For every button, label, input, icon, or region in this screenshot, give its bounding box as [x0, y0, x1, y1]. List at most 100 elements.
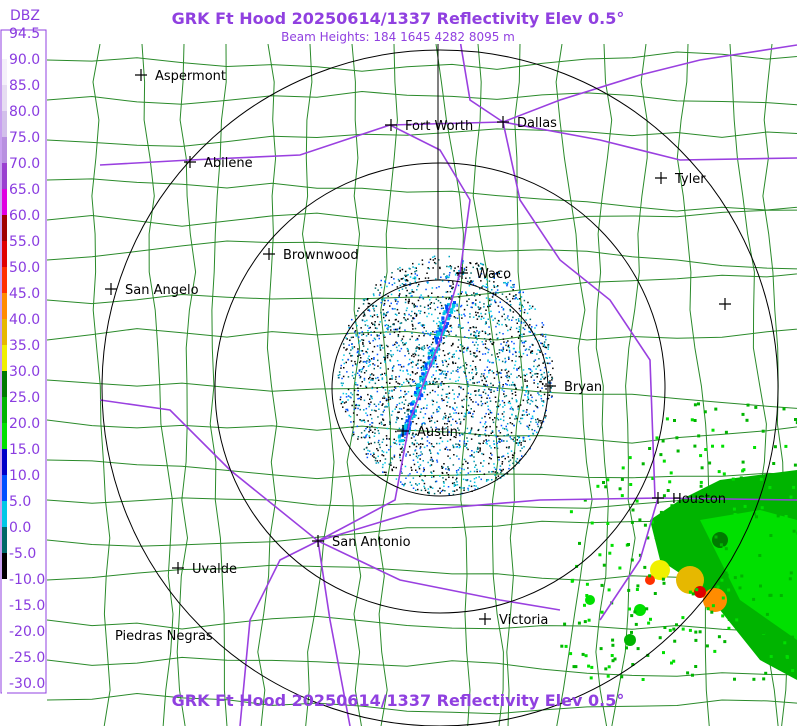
echo: [491, 454, 493, 456]
echo: [518, 420, 521, 423]
echo: [696, 542, 700, 546]
echo: [422, 365, 424, 368]
echo: [382, 387, 385, 389]
echo: [365, 362, 368, 364]
echo: [416, 384, 419, 388]
echo: [509, 280, 512, 282]
echo: [347, 358, 350, 361]
echo: [469, 283, 472, 285]
echo: [445, 306, 449, 310]
echo: [411, 401, 413, 403]
echo: [466, 479, 468, 482]
county-line: [257, 44, 278, 726]
echo: [419, 375, 421, 378]
echo: [400, 366, 403, 368]
echo: [488, 361, 491, 363]
echo: [409, 284, 411, 286]
echo: [392, 344, 394, 346]
echo: [785, 603, 789, 607]
echo: [368, 303, 371, 305]
echo: [383, 424, 385, 426]
echo: [583, 620, 587, 624]
echo: [466, 462, 469, 464]
echo: [370, 331, 372, 333]
echo: [512, 316, 514, 319]
echo: [445, 374, 447, 376]
echo: [408, 298, 410, 301]
echo: [399, 386, 401, 388]
echo: [441, 398, 443, 400]
echo: [504, 404, 506, 406]
echo: [522, 306, 524, 308]
echo: [455, 380, 457, 383]
echo: [527, 397, 530, 400]
echo: [339, 396, 342, 398]
echo: [688, 628, 692, 632]
echo: [432, 400, 435, 402]
echo: [469, 353, 472, 355]
echo: [495, 293, 497, 295]
echo: [427, 351, 431, 355]
echo: [445, 373, 448, 375]
legend-label: 80.0: [9, 104, 40, 120]
echo: [538, 358, 540, 360]
echo: [527, 426, 530, 429]
echo: [360, 371, 363, 373]
echo: [523, 311, 526, 314]
echo: [520, 296, 523, 298]
echo: [394, 343, 396, 346]
echo: [761, 429, 765, 433]
echo: [464, 445, 466, 447]
echo: [518, 303, 521, 306]
echo: [515, 294, 517, 296]
echo: [374, 324, 376, 327]
echo: [432, 330, 434, 333]
echo: [406, 274, 408, 277]
echo: [452, 444, 454, 447]
echo: [455, 478, 457, 481]
echo: [547, 348, 549, 350]
echo: [526, 409, 528, 411]
echo: [524, 440, 526, 442]
echo: [526, 402, 529, 404]
echo: [462, 327, 464, 329]
echo: [415, 313, 418, 315]
echo: [531, 374, 534, 377]
echo: [420, 489, 423, 492]
echo: [415, 364, 417, 366]
echo: [376, 427, 378, 429]
echo: [545, 383, 547, 385]
echo: [337, 374, 340, 377]
echo: [457, 284, 460, 287]
echo: [480, 478, 482, 481]
echo: [423, 469, 425, 471]
echo: [498, 385, 500, 387]
echo: [461, 399, 463, 402]
echo: [456, 422, 458, 424]
echo: [454, 267, 456, 269]
echo: [458, 385, 460, 388]
echo: [360, 398, 362, 401]
echo: [427, 332, 429, 335]
echo: [389, 420, 391, 423]
echo: [436, 461, 439, 463]
echo: [478, 350, 481, 353]
echo: [463, 269, 466, 271]
echo: [469, 365, 472, 367]
echo: [490, 303, 492, 306]
echo: [448, 266, 450, 268]
echo: [404, 279, 406, 281]
echo: [411, 442, 414, 444]
echo: [462, 487, 464, 489]
echo: [433, 446, 435, 448]
echo: [509, 408, 512, 410]
echo: [476, 470, 478, 473]
echo: [501, 293, 504, 295]
echo: [431, 354, 433, 357]
echo: [475, 314, 477, 316]
echo: [496, 353, 498, 355]
echo: [492, 319, 494, 321]
echo: [498, 349, 501, 351]
echo: [690, 418, 694, 422]
echo: [407, 404, 409, 407]
